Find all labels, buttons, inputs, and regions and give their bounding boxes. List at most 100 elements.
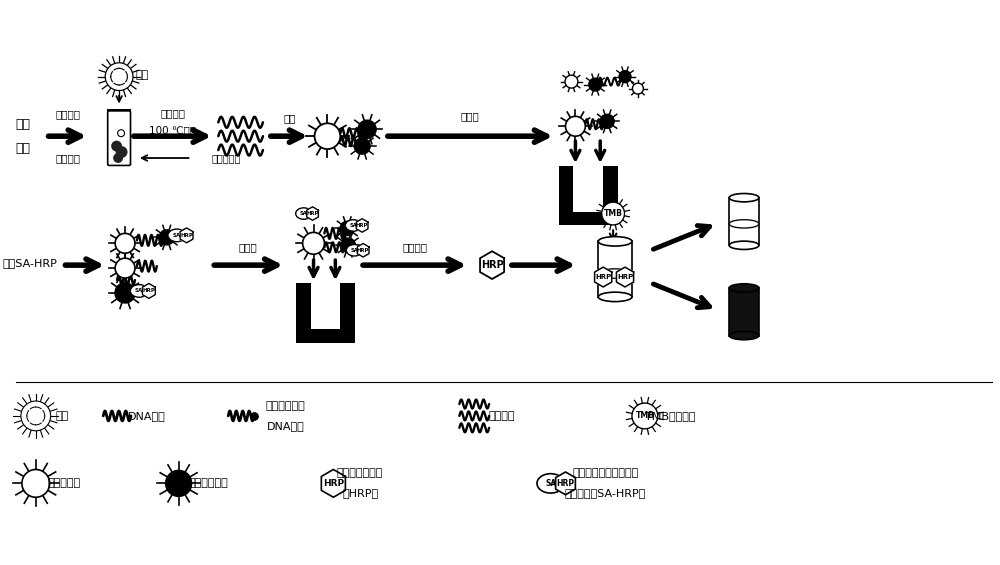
Text: TMB显色试剂: TMB显色试剂	[645, 411, 696, 421]
Ellipse shape	[729, 194, 759, 202]
Text: HRP: HRP	[306, 211, 319, 216]
Circle shape	[115, 233, 135, 253]
Bar	[729, 198, 759, 245]
Bar	[729, 288, 759, 336]
Circle shape	[116, 146, 128, 158]
Bar	[573, 161, 603, 212]
Text: 核酸释放剂: 核酸释放剂	[212, 153, 241, 163]
Bar	[559, 166, 573, 225]
Text: SA: SA	[545, 479, 556, 488]
Circle shape	[358, 120, 376, 138]
Text: 断裂洗脱: 断裂洗脱	[402, 242, 427, 253]
Circle shape	[113, 153, 123, 163]
Circle shape	[600, 114, 614, 128]
Text: 粪便: 粪便	[15, 118, 30, 131]
Polygon shape	[180, 228, 193, 243]
Text: HRP: HRP	[357, 248, 369, 253]
Bar	[603, 166, 618, 225]
Text: HRP: HRP	[356, 223, 368, 228]
Ellipse shape	[729, 220, 759, 228]
Text: 功能化磁珠: 功能化磁珠	[48, 479, 81, 488]
Ellipse shape	[729, 241, 759, 250]
Text: 核酸释放: 核酸释放	[160, 108, 185, 118]
Text: DNA标签: DNA标签	[128, 411, 166, 421]
Ellipse shape	[729, 284, 759, 292]
Circle shape	[589, 78, 602, 91]
Ellipse shape	[729, 332, 759, 340]
Circle shape	[632, 403, 658, 429]
Bar	[296, 329, 355, 342]
Ellipse shape	[345, 220, 361, 231]
Circle shape	[115, 283, 135, 303]
Text: HRP: HRP	[180, 233, 193, 238]
Bar	[559, 212, 618, 225]
Text: 杂交: 杂交	[283, 114, 296, 123]
Polygon shape	[356, 219, 368, 232]
Polygon shape	[480, 251, 504, 279]
Text: HRP: HRP	[323, 479, 344, 488]
FancyBboxPatch shape	[108, 111, 131, 166]
Text: 病毒: 病毒	[56, 411, 69, 421]
Ellipse shape	[168, 229, 186, 242]
Circle shape	[118, 130, 125, 137]
Circle shape	[632, 83, 643, 94]
Text: 血清: 血清	[15, 142, 30, 155]
Text: SA: SA	[173, 233, 181, 238]
Circle shape	[566, 116, 585, 136]
Text: HRP: HRP	[595, 274, 611, 280]
Ellipse shape	[598, 292, 632, 302]
Circle shape	[619, 71, 631, 82]
Text: 病毒: 病毒	[135, 69, 149, 80]
Polygon shape	[595, 267, 612, 287]
Ellipse shape	[296, 208, 312, 219]
Text: 辣根过氧化物酶标记链: 辣根过氧化物酶标记链	[572, 468, 638, 479]
Bar	[296, 283, 311, 342]
Ellipse shape	[130, 285, 148, 297]
Circle shape	[341, 238, 355, 253]
Polygon shape	[357, 244, 369, 257]
Bar	[340, 283, 355, 342]
Text: 功能化纳米金: 功能化纳米金	[189, 479, 228, 488]
Text: 生物素标记的: 生物素标记的	[266, 401, 306, 411]
Polygon shape	[616, 267, 634, 287]
Circle shape	[115, 258, 135, 278]
Text: SA: SA	[350, 248, 358, 253]
Text: SA: SA	[349, 223, 357, 228]
Circle shape	[111, 141, 122, 151]
Circle shape	[303, 232, 324, 254]
Text: HRP: HRP	[617, 274, 633, 280]
Text: 100 ℃煮沸: 100 ℃煮沸	[149, 125, 196, 135]
Circle shape	[602, 202, 625, 225]
Text: （HRP）: （HRP）	[342, 488, 378, 498]
Circle shape	[315, 123, 340, 149]
Circle shape	[565, 75, 578, 88]
Circle shape	[22, 470, 50, 497]
Bar	[598, 241, 632, 297]
Circle shape	[340, 221, 354, 236]
Text: 收集上清: 收集上清	[55, 153, 80, 163]
Circle shape	[105, 63, 133, 90]
Text: HRP: HRP	[142, 288, 155, 293]
Text: 病毒核酸: 病毒核酸	[489, 411, 515, 421]
Text: 霉亲和素（SA-HRP）: 霉亲和素（SA-HRP）	[564, 488, 646, 498]
Text: DNA标签: DNA标签	[267, 421, 305, 431]
Text: 磁分离: 磁分离	[239, 242, 257, 253]
Bar	[311, 278, 340, 329]
Text: 加入SA-HRP: 加入SA-HRP	[2, 258, 57, 268]
Polygon shape	[307, 207, 318, 220]
Ellipse shape	[346, 245, 362, 256]
Text: 辣根过氧化物酶: 辣根过氧化物酶	[337, 468, 383, 479]
Polygon shape	[556, 472, 575, 495]
Text: HRP: HRP	[481, 260, 503, 270]
Text: TMB: TMB	[604, 209, 623, 218]
Circle shape	[21, 401, 51, 431]
Ellipse shape	[537, 473, 564, 493]
Polygon shape	[321, 470, 345, 497]
Text: TMB: TMB	[635, 411, 654, 420]
Text: HRP: HRP	[556, 479, 575, 488]
Text: SA: SA	[135, 288, 143, 293]
Text: SA: SA	[300, 211, 308, 216]
Text: 高速离心: 高速离心	[55, 110, 80, 119]
Ellipse shape	[598, 269, 632, 279]
Polygon shape	[142, 284, 155, 298]
